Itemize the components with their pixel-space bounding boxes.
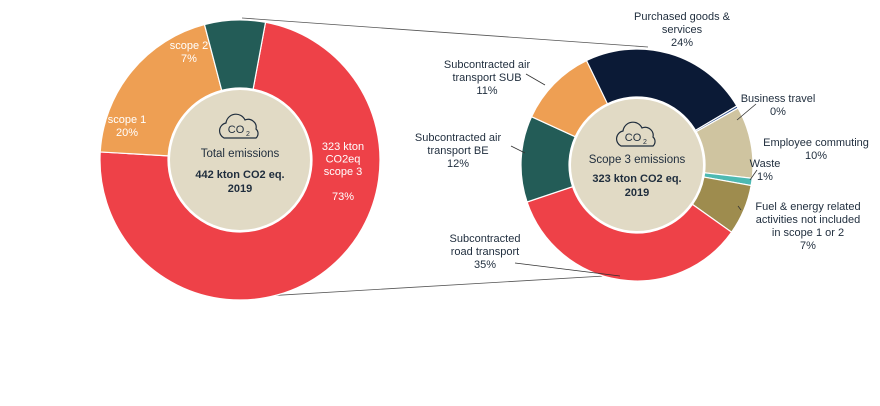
leader-line (749, 169, 758, 181)
scope3-center: CO 2 Scope 3 emissions 323 kton CO2 eq. 2019 (571, 99, 703, 231)
total-center-value-line: 2019 (228, 183, 252, 195)
label-air-transport-be-line: 12% (447, 158, 469, 170)
total-slice-scope3 (99, 21, 381, 301)
label-road-transport-line: road transport (451, 246, 519, 258)
label-fuel-energy-line: in scope 1 or 2 (772, 227, 844, 239)
label-business-travel-line: Business travel (741, 93, 816, 105)
label-scope2: scope 27% (170, 40, 209, 65)
label-air-transport-sub-line: transport SUB (452, 72, 521, 84)
label-scope3-line: CO2eq (326, 154, 361, 166)
scope3-center-value-line: 323 kton CO2 eq. (592, 173, 681, 185)
label-waste-line: 1% (757, 171, 773, 183)
label-air-transport-be-line: transport BE (427, 145, 488, 157)
label-road-transport-line: Subcontracted (450, 233, 521, 245)
label-scope1: scope 120% (108, 114, 147, 139)
label-purchased-goods-line: Purchased goods & (634, 11, 731, 23)
leader-line (736, 103, 757, 121)
total-center-title: Total emissions (201, 148, 280, 160)
total-slice-scope2 (203, 19, 267, 92)
label-scope2-line: 7% (181, 53, 197, 65)
label-road-transport-line: 35% (474, 259, 496, 271)
total-slice-scope1 (99, 23, 223, 157)
scope3-slice-purchased (583, 48, 738, 132)
label-scope3-line: 73% (332, 191, 354, 203)
total-center: CO 2 Total emissions 442 kton CO2 eq. 2019 (170, 90, 310, 230)
scope3-center-title: Scope 3 emissions (589, 154, 686, 166)
label-business-travel-line: 0% (770, 106, 786, 118)
label-air-transport-be-line: Subcontracted air (415, 132, 502, 144)
co2-icon-text: CO (625, 132, 642, 144)
label-scope1-line: scope 1 (108, 114, 147, 126)
label-air-transport-sub-line: Subcontracted air (444, 59, 531, 71)
label-fuel-energy-line: 7% (800, 240, 816, 252)
label-fuel-energy-line: Fuel & energy related (755, 201, 860, 213)
label-waste-line: Waste (750, 158, 781, 170)
label-purchased-goods-line: 24% (671, 37, 693, 49)
leader-line (510, 145, 526, 154)
scope3-emissions-donut (520, 48, 754, 282)
label-employee-commuting-line: Employee commuting (763, 137, 869, 149)
scope3-slice-air_sub (530, 59, 609, 138)
scope3-slice-road (526, 185, 733, 282)
co2-icon-text: CO (228, 124, 245, 136)
leader-line (525, 73, 546, 86)
total-center-value-line: 442 kton CO2 eq. (195, 169, 284, 181)
total-emissions-donut (99, 19, 381, 301)
leader-line (737, 205, 742, 211)
zoom-connector-lines (231, 17, 649, 299)
label-scope3-line: scope 3 (324, 166, 363, 178)
co2-cloud-icon: CO 2 (615, 121, 656, 147)
label-scope1-line: 20% (116, 127, 138, 139)
leader-line (514, 262, 621, 277)
label-air-transport-sub-line: 11% (476, 85, 497, 97)
co2-icon-subscript: 2 (246, 131, 250, 138)
label-scope2-line: scope 2 (170, 40, 209, 52)
zoom-connector-bottom (231, 273, 639, 299)
label-purchased-goods-line: services (662, 24, 703, 36)
zoom-connector-top (241, 17, 649, 48)
co2-icon-subscript: 2 (643, 139, 647, 146)
label-employee-commuting-line: 10% (805, 150, 827, 162)
scope3-center-value-line: 2019 (625, 187, 649, 199)
label-fuel-energy-line: activities not included (756, 214, 861, 226)
co2-cloud-icon: CO 2 (218, 113, 259, 139)
label-scope3-line: 323 kton (322, 141, 364, 153)
